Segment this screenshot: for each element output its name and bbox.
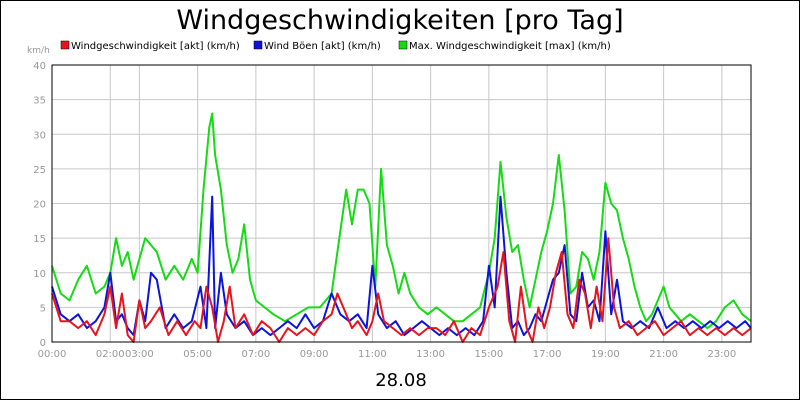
x-tick-label: 00:00 — [38, 349, 67, 360]
y-tick-label: 30 — [33, 130, 46, 141]
x-tick-label: 07:00 — [241, 349, 270, 360]
wind-speed-line — [51, 237, 752, 343]
grid — [51, 64, 751, 343]
x-tick-label: 21:00 — [649, 349, 678, 360]
legend-swatch-wind-speed — [60, 40, 70, 50]
legend-swatch-gusts — [253, 40, 263, 50]
x-tick-label: 02:00 — [96, 349, 125, 360]
legend-swatch-max-wind — [398, 40, 408, 50]
y-axis-ticks: 0 5 10 15 20 25 30 35 40 — [33, 61, 46, 349]
x-tick-label: 15:00 — [474, 349, 503, 360]
y-tick-label: 5 — [40, 303, 46, 314]
y-tick-label: 10 — [33, 269, 46, 280]
x-tick-label: 11:00 — [358, 349, 387, 360]
x-tick-label: 03:00 — [125, 349, 154, 360]
y-axis-unit-label: km/h — [27, 46, 50, 56]
legend-label-wind-speed: Windgeschwindigkeit [akt] (km/h) — [71, 41, 240, 52]
y-tick-label: 35 — [33, 96, 46, 107]
legend-label-max-wind: Max. Windgeschwindigkeit [max] (km/h) — [409, 41, 611, 52]
gusts-line — [51, 195, 752, 337]
chart-title: Windgeschwindigkeiten [pro Tag] — [176, 5, 623, 36]
y-tick-label: 20 — [33, 200, 46, 211]
max-wind-line — [51, 112, 752, 330]
y-tick-label: 0 — [40, 338, 46, 349]
x-tick-label: 09:00 — [300, 349, 329, 360]
y-tick-label: 15 — [33, 234, 46, 245]
x-tick-label: 19:00 — [591, 349, 620, 360]
y-tick-label: 25 — [33, 165, 46, 176]
legend-label-gusts: Wind Böen [akt] (km/h) — [264, 41, 381, 52]
x-tick-label: 17:00 — [533, 349, 562, 360]
y-tick-label: 40 — [33, 61, 46, 72]
x-axis-ticks: 00:00 02:00 03:00 05:00 07:00 09:00 11:00 13:00… — [38, 349, 737, 360]
date-label: 28.08 — [375, 370, 427, 391]
series-lines — [51, 112, 752, 343]
legend: Windgeschwindigkeit [akt] (km/h) Wind Bö… — [60, 40, 611, 52]
x-tick-label: 23:00 — [707, 349, 736, 360]
x-tick-label: 13:00 — [416, 349, 445, 360]
plot-area-border — [51, 64, 752, 343]
x-tick-label: 05:00 — [183, 349, 212, 360]
